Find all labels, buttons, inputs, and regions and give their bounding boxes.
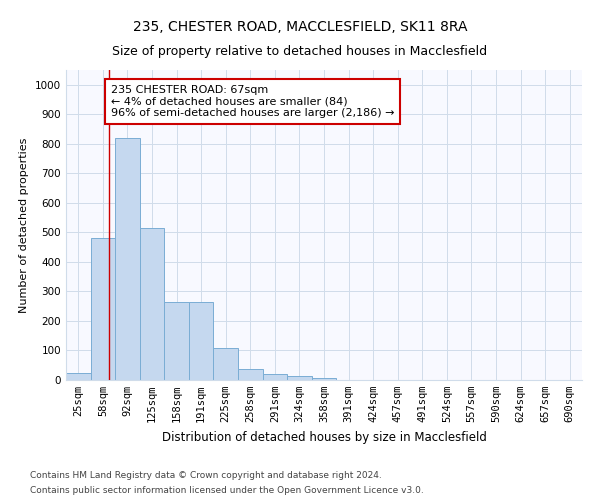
Bar: [238, 369, 263, 380]
Bar: [214, 348, 238, 380]
Bar: [189, 302, 214, 380]
Bar: [164, 302, 189, 380]
Text: Contains public sector information licensed under the Open Government Licence v3: Contains public sector information licen…: [30, 486, 424, 495]
X-axis label: Distribution of detached houses by size in Macclesfield: Distribution of detached houses by size …: [161, 430, 487, 444]
Bar: [312, 378, 336, 380]
Bar: [66, 372, 91, 380]
Text: Contains HM Land Registry data © Crown copyright and database right 2024.: Contains HM Land Registry data © Crown c…: [30, 471, 382, 480]
Bar: [263, 374, 287, 380]
Y-axis label: Number of detached properties: Number of detached properties: [19, 138, 29, 312]
Text: Size of property relative to detached houses in Macclesfield: Size of property relative to detached ho…: [112, 45, 488, 58]
Bar: [287, 376, 312, 380]
Bar: [115, 138, 140, 380]
Text: 235, CHESTER ROAD, MACCLESFIELD, SK11 8RA: 235, CHESTER ROAD, MACCLESFIELD, SK11 8R…: [133, 20, 467, 34]
Text: 235 CHESTER ROAD: 67sqm
← 4% of detached houses are smaller (84)
96% of semi-det: 235 CHESTER ROAD: 67sqm ← 4% of detached…: [111, 85, 394, 118]
Bar: [91, 238, 115, 380]
Bar: [140, 228, 164, 380]
